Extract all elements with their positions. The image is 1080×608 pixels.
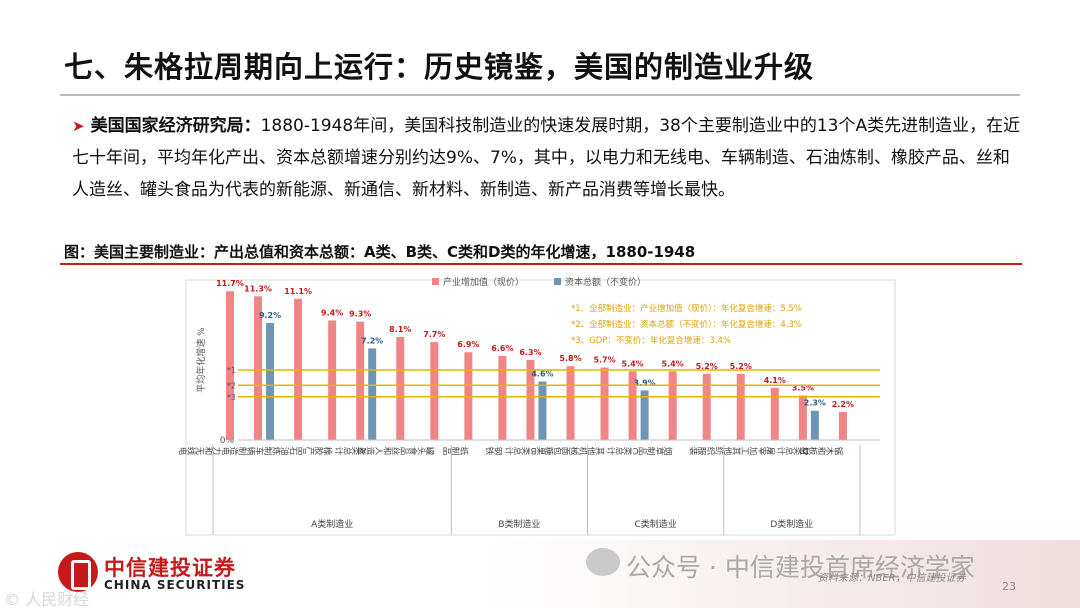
logo-name-en: CHINA SECURITIES <box>104 578 246 592</box>
wechat-watermark: 公众号 · 中信建投首席经济学家 <box>626 553 975 582</box>
bar-output <box>526 359 535 440</box>
arrow-bullet-icon: ➤ <box>72 117 85 135</box>
x-tick-label: 罐头食品 <box>399 445 435 455</box>
footer-band <box>0 540 1080 608</box>
x-tick-label: 车辆制造 <box>229 445 265 455</box>
bar-output <box>254 296 263 440</box>
legend-label-output: 产业增加值（现价） <box>443 276 524 288</box>
bar-capital <box>368 348 377 440</box>
data-label-output: 6.3% <box>519 348 541 357</box>
data-label-output: 3.5% <box>792 383 814 392</box>
reference-line-label: *2 <box>227 381 236 390</box>
y-axis-label: 平均年化增速 % <box>195 327 207 393</box>
bar-output <box>600 367 609 440</box>
bar-capital <box>640 390 649 440</box>
data-label-output: 5.4% <box>662 359 684 368</box>
data-label-output: 9.3% <box>349 310 371 319</box>
data-label-output: 4.1% <box>764 376 786 385</box>
bar-output <box>566 366 575 440</box>
bar-output <box>770 387 779 440</box>
corner-watermark: © 人民财经 <box>4 590 90 608</box>
page-number: 23 <box>1002 580 1016 593</box>
chart-note: *3、GDP：不变价：年化复合增速：3.4% <box>571 335 731 346</box>
bar-output <box>702 373 711 440</box>
bullet-paragraph: ➤ 美国国家经济研究局：1880-1948年间，美国科技制造业的快速发展时期，38… <box>72 110 1022 206</box>
logo-name-cn: 中信建投证券 <box>104 556 236 580</box>
legend-label-capital: 资本总额（不变价） <box>565 276 646 288</box>
data-label-output: 6.6% <box>491 344 513 353</box>
bullet-lead: 美国国家经济研究局： <box>90 116 261 136</box>
group-label: B类制造业 <box>498 518 540 530</box>
bar-output <box>226 291 234 440</box>
bar-capital <box>810 410 819 440</box>
x-tick-label: 钢铁 <box>484 445 503 455</box>
y-tick-label-zero: 0% <box>220 436 235 446</box>
group-label: A类制造业 <box>311 518 353 530</box>
data-label-capital: 4.6% <box>531 369 553 378</box>
chart-frame <box>185 279 896 536</box>
bar-output <box>736 373 745 440</box>
title-divider <box>60 94 1020 96</box>
data-label-output: 5.2% <box>730 362 752 371</box>
data-label-capital: 3.9% <box>634 378 656 387</box>
data-label-capital: 7.2% <box>361 336 383 345</box>
x-tick-label: D类总计 <box>776 445 809 455</box>
chart-note: *1、全部制造业：产业增加值（现价）：年化复合增速：5.5% <box>571 303 802 314</box>
x-tick-label: 橡胶产品 <box>297 445 333 455</box>
bar-output <box>430 342 439 440</box>
wechat-icon <box>586 548 620 576</box>
source-note: 资料来源：NBER，中信建投证券 <box>818 573 966 584</box>
data-label-capital: 2.3% <box>804 399 826 408</box>
bar-capital <box>266 322 275 440</box>
bar-output <box>838 412 847 440</box>
x-tick-label: 锯木和板材 <box>800 445 843 455</box>
x-tick-label: B类总计 <box>504 445 536 455</box>
bar-output <box>668 371 677 440</box>
data-label-output: 11.7% <box>216 279 244 288</box>
chart-note: *2、全部制造业：资本总额（不变价）：年化复合增速：4.3% <box>571 319 802 330</box>
x-tick-label: 丝和人造丝 <box>358 445 401 455</box>
data-label-output: 5.4% <box>622 359 644 368</box>
group-label: D类制造业 <box>770 518 813 530</box>
x-tick-label: 面包糖果 <box>536 445 571 455</box>
x-tick-label: 纸制品 <box>442 445 469 455</box>
bar-output <box>396 336 405 440</box>
x-tick-label: 屠宰加工 <box>741 445 775 455</box>
data-label-output: 7.7% <box>423 330 445 339</box>
legend-swatch-capital <box>554 278 561 285</box>
figure-title: 图：美国主要制造业：产出总值和资本总额：A类、B类、C类和D类的年化增速，188… <box>64 243 696 261</box>
china-securities-logo-icon <box>58 552 98 592</box>
x-tick-label: 烟草制品 <box>638 445 673 455</box>
data-label-output: 5.7% <box>593 355 615 364</box>
bullet-text: 1880-1948年间，美国科技制造业的快速发展时期，38个主要制造业中的13个… <box>72 116 1021 200</box>
x-tick-label: 服装 <box>689 445 707 455</box>
data-label-output: 5.2% <box>696 362 718 371</box>
bar-output <box>328 320 337 440</box>
x-tick-label: A类总计 <box>334 445 366 455</box>
group-label: C类制造业 <box>634 518 676 530</box>
data-label-output: 2.2% <box>832 400 854 409</box>
reference-line-label: *1 <box>227 366 236 375</box>
bar-capital <box>538 381 547 440</box>
data-label-output: 11.1% <box>284 287 312 296</box>
legend-swatch-output <box>432 278 439 285</box>
data-label-output: 5.8% <box>559 354 581 363</box>
bar-output <box>498 356 507 440</box>
data-label-output: 8.1% <box>389 325 411 334</box>
slide-title: 七、朱格拉周期向上运行：历史镜鉴，美国的制造业升级 <box>64 50 815 84</box>
data-label-output: 9.4% <box>321 308 343 317</box>
reference-line-label: *3 <box>227 393 236 402</box>
data-label-output: 11.3% <box>244 284 272 293</box>
bar-output <box>628 371 637 440</box>
data-label-capital: 9.2% <box>259 311 281 320</box>
x-tick-label: 电力和无线电 <box>179 445 231 455</box>
bar-output <box>798 395 807 440</box>
figure-divider <box>60 263 1022 265</box>
bar-output <box>356 321 365 440</box>
x-tick-label: C类总计 <box>606 445 638 455</box>
x-tick-label: 石油炼制 <box>263 445 298 455</box>
data-label-output: 6.9% <box>457 340 479 349</box>
